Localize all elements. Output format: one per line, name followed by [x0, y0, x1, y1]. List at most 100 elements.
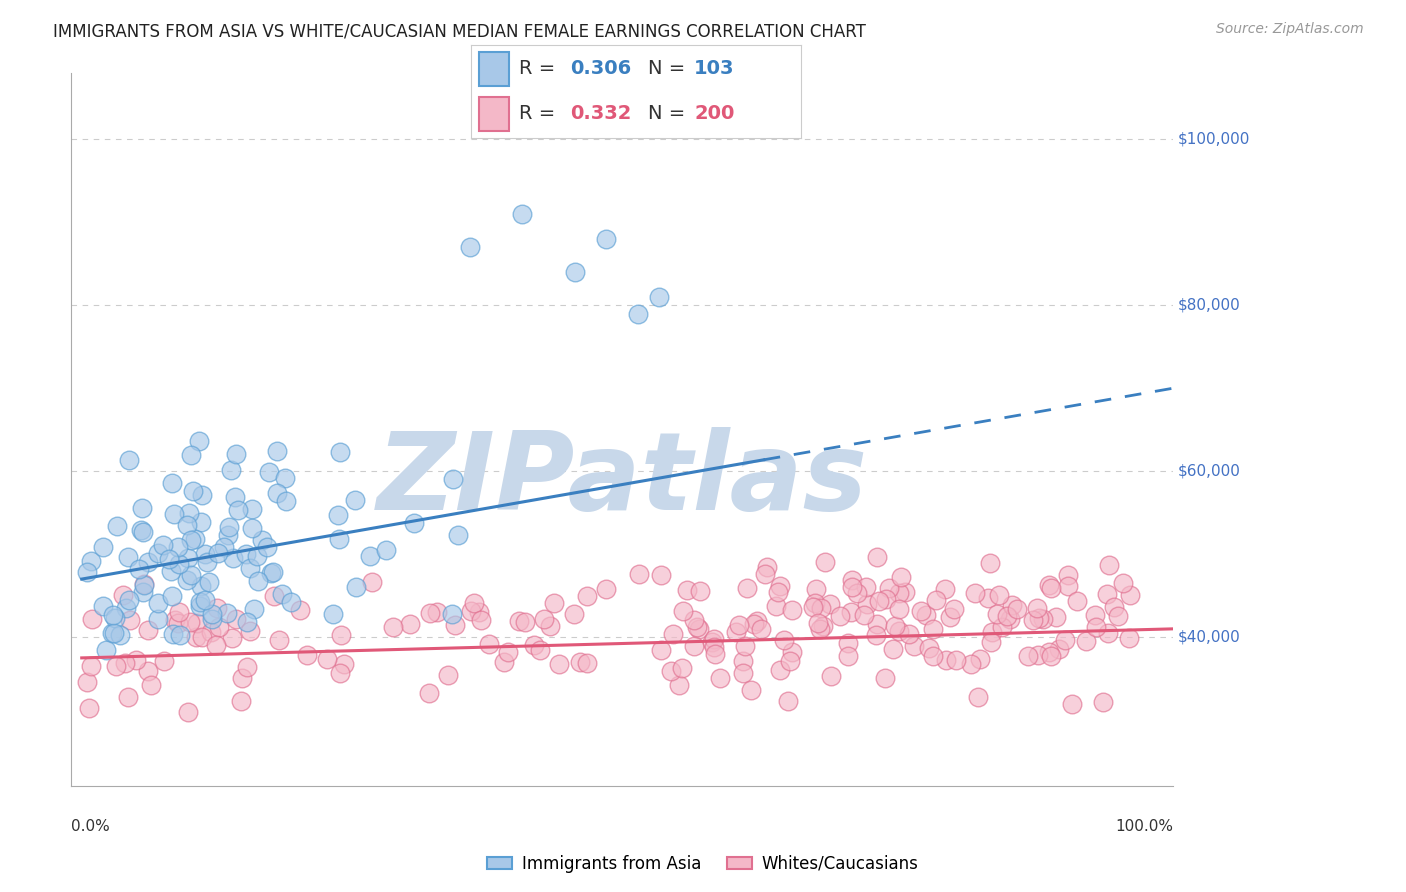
Point — [595, 582, 617, 596]
Point — [146, 596, 169, 610]
Point — [887, 602, 910, 616]
Point — [1085, 620, 1108, 634]
Point — [226, 503, 249, 517]
Point — [177, 506, 200, 520]
Point — [176, 518, 198, 533]
Text: Source: ZipAtlas.com: Source: ZipAtlas.com — [1216, 22, 1364, 37]
Point — [659, 664, 682, 678]
Point — [470, 613, 492, 627]
Point — [112, 588, 135, 602]
Text: $40,000: $40,000 — [1178, 630, 1241, 645]
Point — [262, 565, 284, 579]
Point — [1112, 576, 1135, 591]
Point — [533, 612, 555, 626]
Point — [402, 516, 425, 530]
Point — [1038, 577, 1060, 591]
Point — [866, 616, 889, 631]
Point — [627, 307, 650, 321]
Point — [921, 622, 943, 636]
Point — [903, 639, 925, 653]
Point — [725, 624, 748, 639]
Point — [191, 630, 214, 644]
Point — [118, 593, 141, 607]
Point — [114, 656, 136, 670]
Point — [683, 640, 706, 654]
Point — [166, 540, 188, 554]
Point — [165, 613, 187, 627]
Point — [648, 290, 671, 304]
Point — [938, 610, 960, 624]
Point — [492, 655, 515, 669]
Point — [740, 682, 762, 697]
Text: IMMIGRANTS FROM ASIA VS WHITE/CAUCASIAN MEDIAN FEMALE EARNINGS CORRELATION CHART: IMMIGRANTS FROM ASIA VS WHITE/CAUCASIAN … — [53, 22, 866, 40]
Point — [890, 570, 912, 584]
Point — [765, 599, 787, 613]
Point — [562, 607, 585, 621]
Point — [818, 597, 841, 611]
Point — [945, 653, 967, 667]
Point — [274, 494, 297, 508]
Point — [779, 654, 801, 668]
Text: N =: N = — [648, 104, 692, 123]
Point — [1028, 611, 1050, 625]
Point — [240, 521, 263, 535]
Point — [569, 655, 592, 669]
Point — [987, 588, 1010, 602]
Point — [125, 653, 148, 667]
Point — [217, 528, 239, 542]
Point — [688, 622, 710, 636]
Point — [208, 620, 231, 634]
Point — [153, 655, 176, 669]
Point — [136, 664, 159, 678]
Point — [766, 584, 789, 599]
Point — [181, 483, 204, 498]
Point — [650, 643, 672, 657]
Point — [76, 675, 98, 690]
Point — [735, 581, 758, 595]
Point — [703, 632, 725, 647]
Point — [162, 626, 184, 640]
Point — [980, 634, 1002, 648]
Point — [207, 546, 229, 560]
Point — [897, 627, 920, 641]
Point — [131, 524, 153, 538]
Point — [177, 551, 200, 566]
Point — [136, 555, 159, 569]
Point — [769, 579, 792, 593]
Point — [131, 501, 153, 516]
Point — [728, 617, 751, 632]
Point — [686, 620, 709, 634]
Point — [256, 541, 278, 555]
Text: 103: 103 — [695, 60, 734, 78]
Point — [512, 207, 534, 221]
Point — [998, 612, 1021, 626]
Point — [191, 488, 214, 502]
Point — [201, 612, 224, 626]
Point — [918, 640, 941, 655]
Point — [1032, 612, 1054, 626]
Point — [177, 705, 200, 719]
Point — [773, 632, 796, 647]
Point — [447, 527, 470, 541]
Point — [160, 565, 183, 579]
Point — [80, 612, 103, 626]
Point — [1057, 568, 1080, 582]
Point — [77, 700, 100, 714]
Point — [803, 596, 825, 610]
Point — [132, 585, 155, 599]
Point — [204, 638, 226, 652]
Point — [134, 578, 156, 592]
Text: 0.306: 0.306 — [571, 60, 631, 78]
Point — [882, 642, 904, 657]
Point — [508, 614, 530, 628]
Point — [1074, 633, 1097, 648]
Text: $80,000: $80,000 — [1178, 298, 1241, 313]
Point — [733, 654, 755, 668]
Point — [808, 623, 831, 637]
Point — [977, 591, 1000, 606]
Point — [1102, 599, 1125, 614]
Point — [803, 600, 825, 615]
Point — [1054, 633, 1077, 648]
Point — [934, 582, 956, 597]
Point — [152, 538, 174, 552]
